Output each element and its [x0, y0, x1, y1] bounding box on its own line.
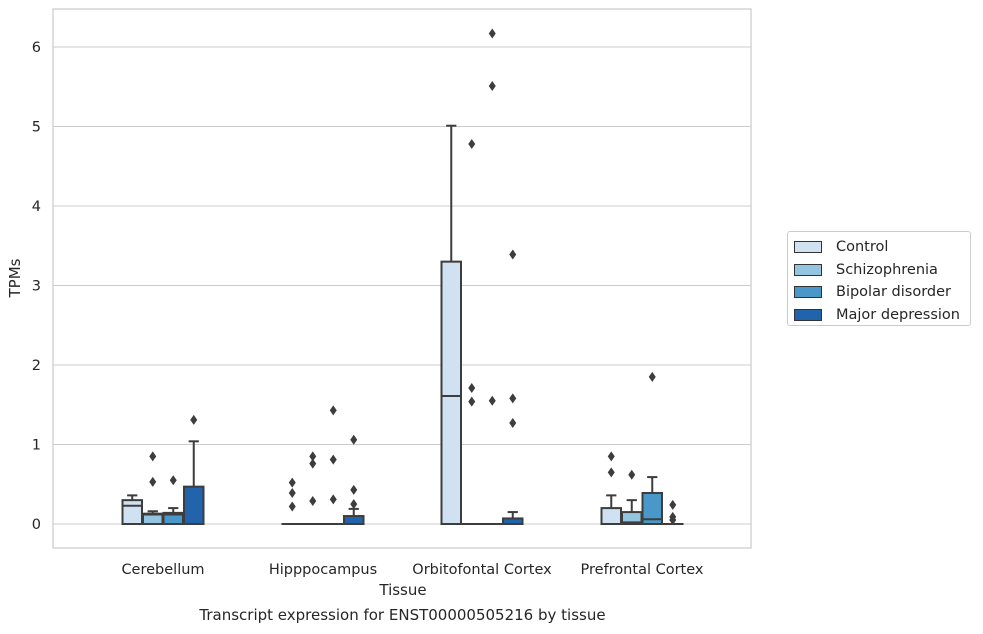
outlier-major-depression-orbitofontal-cortex-0 — [509, 249, 517, 260]
legend-swatch-major-depression — [794, 308, 822, 321]
box-body — [121, 499, 143, 525]
outlier-major-depression-cerebellum-0 — [190, 414, 198, 425]
legend-swatch-schizophrenia — [794, 263, 822, 276]
box-bipolar-disorder-prefrontal-cortex — [641, 476, 663, 525]
x-tick-label-prefrontal-cortex: Prefrontal Cortex — [581, 562, 704, 578]
box-body — [641, 491, 663, 525]
outlier-major-depression-orbitofontal-cortex-2 — [509, 418, 517, 429]
x-tick-label-orbitofontal-cortex: Orbitofontal Cortex — [412, 562, 552, 578]
outlier-bipolar-disorder-hipppocampus-0 — [329, 405, 337, 416]
box-body — [183, 485, 205, 526]
box-series — [121, 124, 684, 526]
outlier-control-hipppocampus-1 — [288, 487, 296, 498]
y-tick-label-5: 5 — [32, 120, 41, 136]
outlier-control-hipppocampus-2 — [288, 501, 296, 512]
outlier-bipolar-disorder-orbitofontal-cortex-2 — [488, 395, 496, 406]
outlier-bipolar-disorder-hipppocampus-2 — [329, 494, 337, 505]
outlier-schizophrenia-prefrontal-cortex-0 — [628, 469, 636, 480]
outlier-bipolar-disorder-cerebellum-0 — [169, 475, 177, 486]
outlier-schizophrenia-orbitofontal-cortex-2 — [468, 396, 476, 407]
box-schizophrenia-cerebellum — [142, 510, 164, 525]
outlier-schizophrenia-cerebellum-1 — [149, 476, 157, 487]
legend: Control Schizophrenia Bipolar disorder M… — [787, 231, 971, 326]
y-tick-label-6: 6 — [32, 40, 41, 56]
outlier-control-prefrontal-cortex-1 — [607, 467, 615, 478]
legend-label-schizophrenia: Schizophrenia — [836, 261, 938, 278]
y-tick-label-3: 3 — [32, 279, 41, 295]
box-body — [343, 515, 365, 525]
outlier-major-depression-hipppocampus-0 — [350, 434, 358, 445]
x-tick-label-cerebellum: Cerebellum — [121, 562, 204, 578]
outlier-major-depression-prefrontal-cortex-0 — [669, 499, 677, 510]
outlier-major-depression-orbitofontal-cortex-1 — [509, 393, 517, 404]
legend-label-major-depression: Major depression — [836, 306, 960, 323]
outlier-schizophrenia-hipppocampus-2 — [309, 495, 317, 506]
y-tick-label-4: 4 — [32, 199, 41, 215]
outlier-bipolar-disorder-orbitofontal-cortex-0 — [488, 28, 496, 39]
outlier-schizophrenia-cerebellum-0 — [149, 451, 157, 462]
outlier-control-hipppocampus-0 — [288, 477, 296, 488]
box-bipolar-disorder-cerebellum — [162, 507, 184, 525]
outlier-control-prefrontal-cortex-0 — [607, 451, 615, 462]
box-control-cerebellum — [121, 494, 143, 525]
y-axis-label: TPMs — [6, 258, 24, 298]
outlier-bipolar-disorder-orbitofontal-cortex-1 — [488, 80, 496, 91]
x-tick-labels: Cerebellum Hipppocampus Orbitofontal Corte… — [121, 562, 703, 578]
chart-caption: Transcript expression for ENST0000050521… — [199, 606, 606, 624]
y-tick-label-0: 0 — [32, 517, 41, 533]
legend-label-control: Control — [836, 239, 889, 256]
grid-lines — [53, 46, 751, 525]
outlier-schizophrenia-hipppocampus-0 — [309, 451, 317, 462]
box-body — [600, 507, 622, 526]
legend-label-bipolar-disorder: Bipolar disorder — [836, 284, 951, 301]
outlier-bipolar-disorder-prefrontal-cortex-0 — [648, 371, 656, 382]
y-tick-labels: 0 1 2 3 4 5 6 — [32, 40, 41, 533]
legend-swatch-bipolar-disorder — [794, 286, 822, 299]
plot-area-frame — [52, 8, 752, 549]
legend-item-major-depression: Major depression — [794, 304, 970, 327]
y-tick-label-1: 1 — [32, 438, 41, 454]
legend-swatch-control — [794, 241, 822, 254]
outlier-bipolar-disorder-hipppocampus-1 — [329, 454, 337, 465]
box-major-depression-hipppocampus — [343, 507, 365, 525]
outlier-major-depression-hipppocampus-1 — [350, 484, 358, 495]
outlier-major-depression-prefrontal-cortex-2 — [669, 515, 677, 526]
legend-item-schizophrenia: Schizophrenia — [794, 259, 970, 282]
x-axis-label: Tissue — [378, 581, 426, 599]
box-control-orbitofontal-cortex — [440, 124, 462, 525]
outlier-points — [149, 28, 677, 526]
legend-item-bipolar-disorder: Bipolar disorder — [794, 281, 970, 304]
outlier-schizophrenia-orbitofontal-cortex-0 — [468, 138, 476, 149]
box-major-depression-orbitofontal-cortex — [502, 511, 524, 525]
outlier-schizophrenia-orbitofontal-cortex-1 — [468, 383, 476, 394]
x-tick-label-hipppocampus: Hipppocampus — [269, 562, 377, 578]
box-control-prefrontal-cortex — [600, 494, 622, 526]
box-schizophrenia-prefrontal-cortex — [621, 499, 643, 526]
box-major-depression-cerebellum — [183, 440, 205, 526]
outlier-major-depression-hipppocampus-2 — [350, 499, 358, 510]
box-body — [440, 260, 462, 525]
legend-item-control: Control — [794, 236, 970, 259]
y-tick-label-2: 2 — [32, 358, 41, 374]
outlier-schizophrenia-hipppocampus-1 — [309, 458, 317, 469]
